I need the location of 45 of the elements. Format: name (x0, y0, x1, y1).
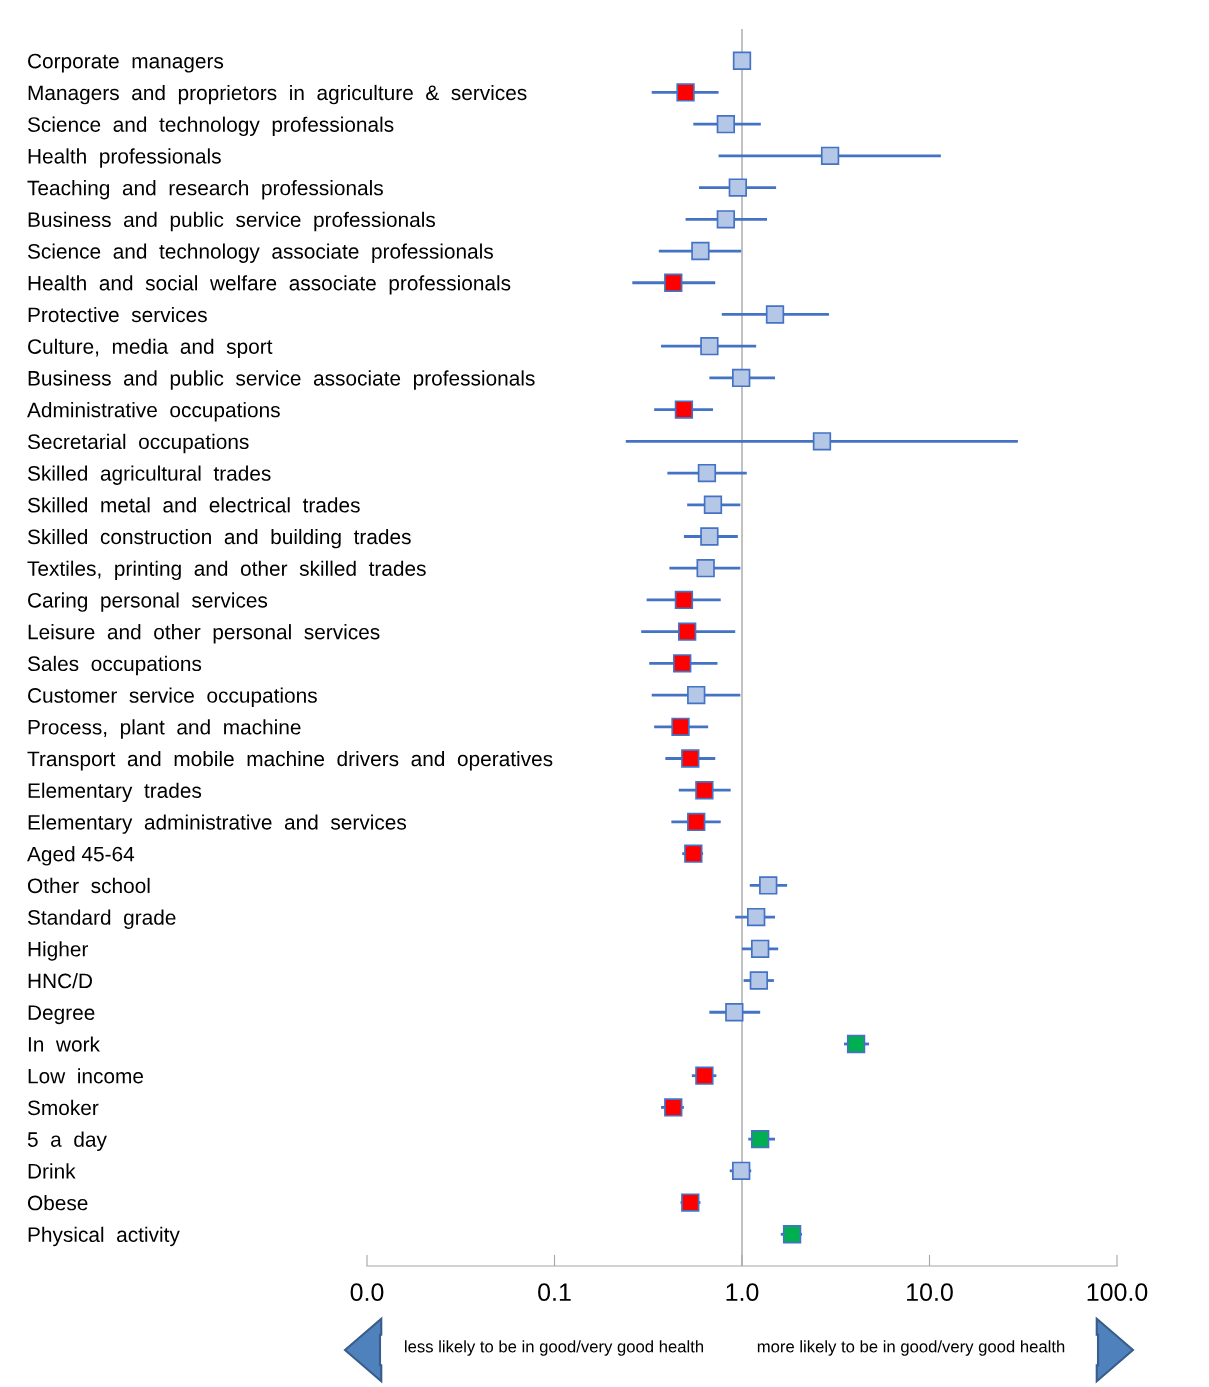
y-tick-label: Customer service occupations (28, 687, 317, 707)
y-tick-label: Leisure and other personal services (28, 624, 380, 644)
text: less likely to be in good/very good health (405, 1340, 704, 1356)
y-tick-label: Business and public service associate professionals (28, 370, 535, 390)
y-tick-label: Transport and mobile machine drivers and operatives (27, 750, 553, 771)
y-tick-label: HNC/D (28, 972, 92, 989)
text: more likely to be in good/very good health (757, 1340, 1065, 1356)
y-tick-label: Elementary trades (28, 782, 202, 803)
y-tick-label: Science and technology associate professionals (27, 243, 493, 263)
y-tick-label: In work (28, 1036, 100, 1052)
y-tick-label: Caring personal services (28, 592, 268, 612)
y-tick-label: Smoker (27, 1099, 99, 1116)
y-tick-label: Process, plant and machine (28, 719, 301, 739)
y-tick-label: Skilled metal and electrical trades (27, 497, 360, 513)
y-tick-label: Secretarial occupations (27, 433, 249, 454)
y-tick-label: Low income (28, 1068, 144, 1084)
y-tick-label: Other school (27, 877, 150, 894)
y-tick-label: Skilled agricultural trades (27, 465, 271, 485)
y-tick-label: Drink (28, 1163, 76, 1179)
y-tick-label: Administrative occupations (27, 402, 280, 422)
y-tick-label: Standard grade (27, 909, 176, 929)
y-tick-label: Physical activity (28, 1226, 180, 1247)
y-tick-label: 5 a day (27, 1131, 107, 1151)
y-tick-label: Obese (27, 1195, 88, 1211)
x-tick-label: 0.1 (538, 1283, 571, 1302)
y-tick-label: Corporate managers (28, 53, 224, 73)
y-tick-label: Health professionals (28, 148, 221, 168)
y-tick-label: Teaching and research professionals (27, 180, 383, 200)
y-tick-label: Protective services (28, 306, 207, 323)
y-tick-label: Skilled construction and building trades (27, 528, 411, 549)
x-tick-label: 10.0 (907, 1283, 953, 1302)
y-tick-label: Textiles, printing and other skilled trades (27, 560, 426, 581)
y-tick-label: Elementary administrative and services (28, 814, 407, 834)
x-tick-label: 1.0 (726, 1283, 759, 1302)
y-tick-label: Degree (28, 1005, 95, 1025)
y-tick-label: Science and technology professionals (27, 116, 394, 137)
y-tick-label: Culture, media and sport (28, 338, 273, 359)
x-tick-label: 100.0 (1087, 1283, 1148, 1302)
y-tick-label: Higher (28, 941, 89, 961)
y-tick-label: Aged 45-64 (27, 846, 135, 866)
y-tick-label: Managers and proprietors in agriculture & services (28, 84, 527, 105)
x-tick-label: 0.0 (350, 1283, 384, 1302)
y-tick-label: Sales occupations (27, 655, 202, 676)
y-tick-label: Business and public service professionals (28, 211, 436, 232)
y-tick-label: Health and social welfare associate professionals (28, 275, 511, 295)
